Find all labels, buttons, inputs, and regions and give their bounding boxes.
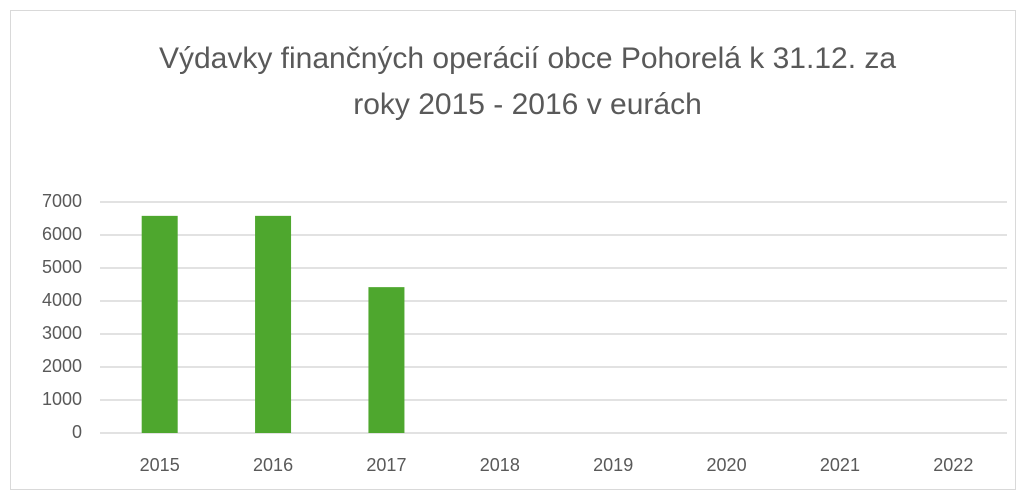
chart: 0 1000 2000 3000 4000 5000 6000 7000 2015 2016 201… (42, 191, 1007, 475)
y-tick-label: 1000 (42, 389, 82, 409)
y-tick-label: 6000 (42, 224, 82, 244)
x-tick-label: 2017 (366, 455, 406, 475)
bar (368, 287, 405, 433)
x-tick-label: 2018 (480, 455, 520, 475)
chart-title: Výdavky finančných operácií obce Pohorel… (158, 42, 897, 121)
bar (141, 215, 178, 433)
x-tick-label: 2019 (593, 455, 633, 475)
x-tick-label: 2016 (253, 455, 293, 475)
x-tick-label: 2021 (820, 455, 860, 475)
x-tick-label: 2015 (140, 455, 180, 475)
page: Výdavky finančných operácií obce Pohorel… (10, 10, 1016, 490)
y-tick-label: 3000 (42, 323, 82, 343)
y-tick-label: 5000 (42, 257, 82, 277)
bar (255, 215, 292, 433)
y-tick-label: 4000 (42, 290, 82, 310)
x-tick-label: 2022 (933, 455, 973, 475)
y-tick-label: 2000 (42, 356, 82, 376)
y-tick-label: 0 (72, 422, 82, 442)
y-tick-label: 7000 (42, 191, 82, 211)
x-tick-label: 2020 (707, 455, 747, 475)
